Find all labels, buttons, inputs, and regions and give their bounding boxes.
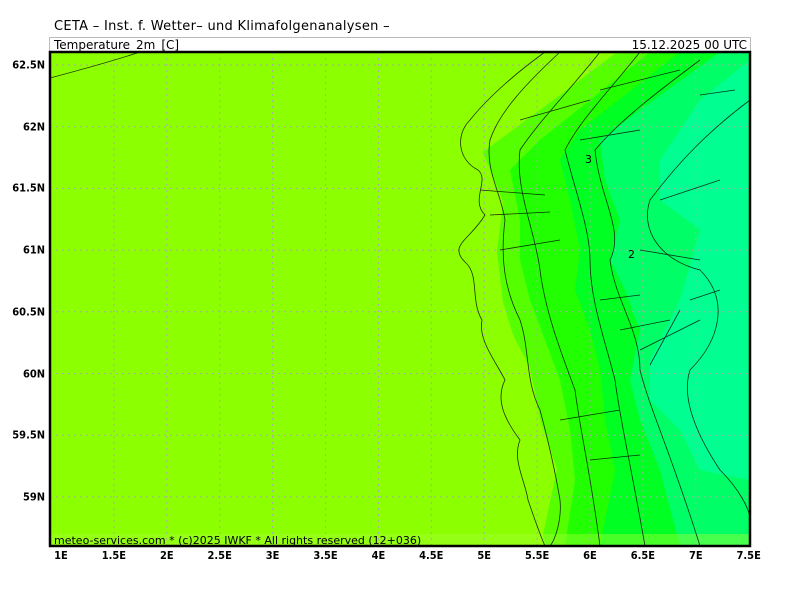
river-fjord: [479, 129, 721, 461]
contour-line: [518, 51, 601, 547]
latitude-label: 59N: [22, 490, 45, 504]
latitude-label: 61.5N: [12, 181, 45, 195]
copyright-footer: meteo-services.com * (c)2025 IWKF * All …: [54, 534, 422, 547]
longitude-label: 1E: [54, 549, 68, 562]
contour-lines: [49, 51, 751, 547]
coastline: [458, 51, 546, 547]
longitude-label: 5E: [477, 549, 492, 562]
latitude-label: 60.5N: [12, 305, 45, 319]
longitude-label: 7.5E: [736, 549, 761, 562]
latitude-label: 61N: [22, 243, 45, 257]
graticule: [50, 52, 750, 546]
map-frame: [48, 50, 752, 548]
latitude-label: 62.5N: [12, 58, 45, 72]
contour-label-2: 2: [628, 248, 635, 261]
longitude-label: 6E: [583, 549, 597, 562]
longitude-label: 3E: [265, 549, 280, 562]
contour-label-3: 3: [585, 153, 592, 166]
latitude-label: 62N: [22, 120, 45, 134]
longitude-label: 3.5E: [313, 549, 338, 562]
contour-line: [647, 99, 751, 521]
latitude-label: 59.5N: [12, 428, 45, 442]
footer-strip: [50, 534, 750, 546]
chart-title: CETA – Inst. f. Wetter– und Klimafolgena…: [54, 19, 390, 34]
variable-label: Temperature_2m_[C]: [54, 38, 180, 52]
datetime-label: 15.12.2025 00 UTC: [631, 38, 747, 52]
longitude-label: 4.5E: [419, 549, 444, 562]
longitude-label: 1.5E: [101, 549, 127, 562]
fjord: [519, 69, 736, 366]
info-bar: Temperature_2m_[C] 15.12.2025 00 UTC: [49, 37, 751, 52]
contour-line: [49, 51, 141, 79]
contour-line: [594, 59, 701, 547]
longitude-label: 6.5E: [630, 549, 656, 562]
longitude-label: 2.5E: [207, 549, 232, 562]
contour-line: [564, 51, 646, 547]
longitude-label: 2E: [159, 549, 174, 562]
latitude-label: 60N: [22, 367, 45, 380]
temperature-bands: [483, 52, 750, 546]
contour-line: [488, 51, 561, 547]
longitude-label: 4E: [371, 549, 386, 562]
longitude-label: 5.5E: [524, 549, 550, 562]
longitude-label: 7E: [688, 549, 703, 562]
